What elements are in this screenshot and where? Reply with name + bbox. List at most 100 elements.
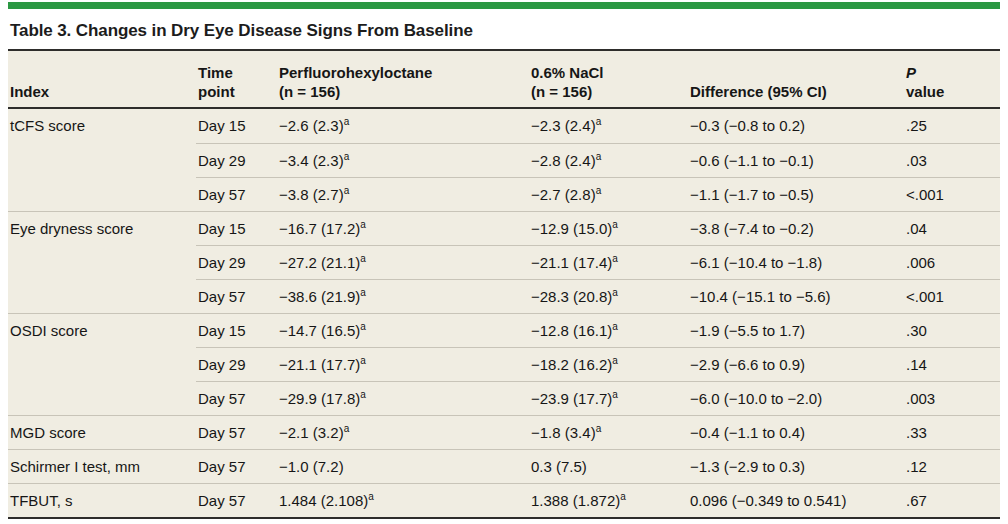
- cell-p-value: .04: [904, 212, 1000, 245]
- footnote-marker: a: [612, 219, 618, 230]
- cell-index: OSDI score: [8, 314, 196, 347]
- cell-p-value: .30: [904, 314, 1000, 347]
- cell-index: TFBUT, s: [8, 484, 196, 517]
- footnote-marker: a: [612, 355, 618, 366]
- data-table: Index Time point Perfluorohexyloctane (n…: [8, 51, 1000, 519]
- footnote-marker: a: [344, 151, 350, 162]
- cell-pfho-value: −21.1 (17.7)a: [277, 347, 529, 381]
- footnote-marker: a: [360, 389, 366, 400]
- cell-nacl-value: −12.8 (16.1)a: [529, 314, 688, 347]
- table-row: Day 29 −27.2 (21.1)a −21.1 (17.4)a −6.1 …: [8, 245, 1000, 279]
- table-row: MGD score Day 57 −2.1 (3.2)a −1.8 (3.4)a…: [8, 415, 1000, 449]
- column-header-p-value: P value: [904, 63, 1000, 107]
- cell-nacl-value: −28.3 (20.8)a: [529, 279, 688, 313]
- cell-p-value: .14: [904, 347, 1000, 381]
- table-row: Day 57 −29.9 (17.8)a −23.9 (17.7)a −6.0 …: [8, 381, 1000, 415]
- cell-p-value: .03: [904, 143, 1000, 177]
- cell-difference: −1.1 (−1.7 to −0.5): [688, 177, 904, 211]
- cell-time-point: Day 29: [196, 245, 277, 279]
- cell-p-value: .33: [904, 416, 1000, 449]
- footnote-marker: a: [360, 253, 366, 264]
- cell-difference: 0.096 (−0.349 to 0.541): [688, 484, 904, 517]
- cell-nacl-value: 0.3 (7.5): [529, 450, 688, 483]
- cell-p-value: <.001: [904, 279, 1000, 313]
- footnote-marker: a: [620, 491, 626, 502]
- table-row: Day 57 −3.8 (2.7)a −2.7 (2.8)a −1.1 (−1.…: [8, 177, 1000, 211]
- footnote-marker: a: [596, 423, 602, 434]
- cell-index: [8, 347, 196, 381]
- cell-p-value: .003: [904, 381, 1000, 415]
- footnote-marker: a: [612, 287, 618, 298]
- cell-difference: −1.3 (−2.9 to 0.3): [688, 450, 904, 483]
- cell-index: [8, 143, 196, 177]
- table-row: Day 29 −21.1 (17.7)a −18.2 (16.2)a −2.9 …: [8, 347, 1000, 381]
- cell-nacl-value: −1.8 (3.4)a: [529, 416, 688, 449]
- table-row: tCFS score Day 15 −2.6 (2.3)a −2.3 (2.4)…: [8, 109, 1000, 143]
- cell-difference: −0.4 (−1.1 to 0.4): [688, 416, 904, 449]
- table-title: Table 3. Changes in Dry Eye Disease Sign…: [10, 20, 998, 42]
- cell-pfho-value: −27.2 (21.1)a: [277, 245, 529, 279]
- cell-nacl-value: 1.388 (1.872)a: [529, 484, 688, 517]
- table-body: tCFS score Day 15 −2.6 (2.3)a −2.3 (2.4)…: [8, 109, 1000, 517]
- cell-nacl-value: −18.2 (16.2)a: [529, 347, 688, 381]
- cell-difference: −6.1 (−10.4 to −1.8): [688, 245, 904, 279]
- cell-index: tCFS score: [8, 109, 196, 143]
- cell-index: [8, 177, 196, 211]
- cell-pfho-value: −3.8 (2.7)a: [277, 177, 529, 211]
- footnote-marker: a: [344, 185, 350, 196]
- footnote-marker: a: [596, 151, 602, 162]
- accent-bar: [8, 2, 1000, 9]
- footnote-marker: a: [368, 491, 374, 502]
- cell-p-value: .67: [904, 484, 1000, 517]
- cell-nacl-value: −21.1 (17.4)a: [529, 245, 688, 279]
- cell-index: MGD score: [8, 416, 196, 449]
- cell-pfho-value: −2.1 (3.2)a: [277, 416, 529, 449]
- table-row: Day 57 −38.6 (21.9)a −28.3 (20.8)a −10.4…: [8, 279, 1000, 313]
- footnote-marker: a: [360, 219, 366, 230]
- footnote-marker: a: [360, 321, 366, 332]
- column-header-difference: Difference (95% CI): [688, 82, 904, 107]
- table-row: Eye dryness score Day 15 −16.7 (17.2)a −…: [8, 211, 1000, 245]
- table-figure: Table 3. Changes in Dry Eye Disease Sign…: [0, 0, 1008, 519]
- table-row: Schirmer I test, mm Day 57 −1.0 (7.2) 0.…: [8, 449, 1000, 483]
- cell-time-point: Day 57: [196, 177, 277, 211]
- cell-difference: −3.8 (−7.4 to −0.2): [688, 212, 904, 245]
- cell-time-point: Day 29: [196, 347, 277, 381]
- cell-index: Eye dryness score: [8, 212, 196, 245]
- cell-index: [8, 245, 196, 279]
- cell-pfho-value: −14.7 (16.5)a: [277, 314, 529, 347]
- cell-difference: −2.9 (−6.6 to 0.9): [688, 347, 904, 381]
- cell-time-point: Day 15: [196, 212, 277, 245]
- cell-pfho-value: −38.6 (21.9)a: [277, 279, 529, 313]
- cell-time-point: Day 57: [196, 450, 277, 483]
- cell-pfho-value: 1.484 (2.108)a: [277, 484, 529, 517]
- footnote-marker: a: [360, 355, 366, 366]
- table-row: TFBUT, s Day 57 1.484 (2.108)a 1.388 (1.…: [8, 483, 1000, 517]
- cell-pfho-value: −16.7 (17.2)a: [277, 212, 529, 245]
- cell-index: [8, 279, 196, 313]
- cell-time-point: Day 57: [196, 416, 277, 449]
- footnote-marker: a: [596, 185, 602, 196]
- cell-p-value: .25: [904, 109, 1000, 143]
- cell-p-value: .006: [904, 245, 1000, 279]
- footnote-marker: a: [344, 116, 350, 127]
- cell-time-point: Day 15: [196, 314, 277, 347]
- cell-time-point: Day 29: [196, 143, 277, 177]
- table-row: OSDI score Day 15 −14.7 (16.5)a −12.8 (1…: [8, 313, 1000, 347]
- cell-nacl-value: −12.9 (15.0)a: [529, 212, 688, 245]
- cell-difference: −0.6 (−1.1 to −0.1): [688, 143, 904, 177]
- cell-index: [8, 381, 196, 415]
- cell-pfho-value: −1.0 (7.2): [277, 450, 529, 483]
- title-block: Table 3. Changes in Dry Eye Disease Sign…: [8, 9, 1000, 51]
- column-header-nacl: 0.6% NaCl (n = 156): [529, 63, 688, 107]
- cell-time-point: Day 57: [196, 484, 277, 517]
- footnote-marker: a: [596, 116, 602, 127]
- column-header-perfluorohexyloctane: Perfluorohexyloctane (n = 156): [277, 63, 529, 107]
- footnote-marker: a: [612, 253, 618, 264]
- cell-index: Schirmer I test, mm: [8, 450, 196, 483]
- cell-nacl-value: −2.3 (2.4)a: [529, 109, 688, 143]
- cell-time-point: Day 57: [196, 279, 277, 313]
- cell-difference: −10.4 (−15.1 to −5.6): [688, 279, 904, 313]
- footnote-marker: a: [612, 321, 618, 332]
- cell-time-point: Day 57: [196, 381, 277, 415]
